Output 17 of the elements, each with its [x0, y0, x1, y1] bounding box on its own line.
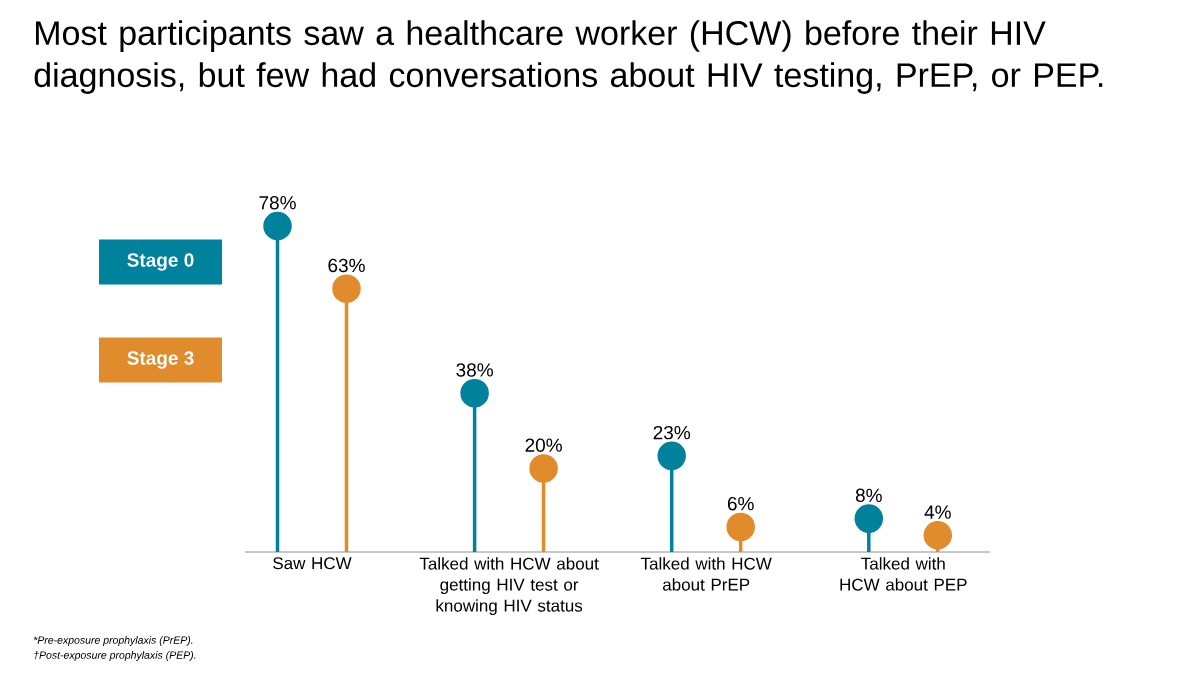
text: †Post-exposure prophylaxis (PEP).	[34, 651, 196, 661]
x-tick-label: Talked with HCW about PEP	[840, 557, 967, 591]
chart-title: Most participants saw a healthcare worker (HCW) before their HIV diagnosis, but few had conversations about HIV testing, PrEP, or PEP.	[34, 20, 1103, 94]
data-label: 38%	[456, 363, 493, 377]
data-label: 4%	[924, 505, 951, 519]
text: Stage 0	[127, 253, 194, 271]
x-tick-label: Saw HCW	[273, 557, 352, 570]
text: Stage 3	[127, 351, 194, 369]
data-label: 78%	[259, 196, 296, 210]
data-label: 20%	[525, 438, 562, 452]
data-label: 8%	[855, 488, 882, 503]
data-label: 23%	[653, 425, 691, 440]
x-tick-label: Talked with HCW about getting HIV test or knowing HIV status	[419, 557, 599, 616]
data-label: 6%	[727, 496, 754, 511]
x-tick-label: Talked with HCW about PrEP	[640, 557, 772, 591]
text: *Pre-exposure prophylaxis (PrEP).	[33, 636, 193, 646]
data-label: 63%	[328, 258, 365, 273]
